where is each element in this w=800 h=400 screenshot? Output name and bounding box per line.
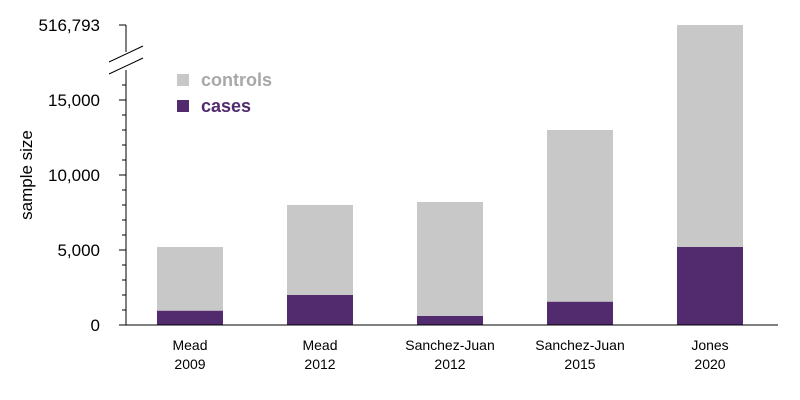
x-tick-label-3-line1: Sanchez-Juan bbox=[535, 337, 625, 353]
y-axis: 0 5,000 10,000 15,000 516,793 bbox=[39, 16, 144, 335]
y-tick-label-5000: 5,000 bbox=[57, 241, 100, 260]
x-tick-label-0-line2: 2009 bbox=[174, 356, 205, 372]
bar-controls-0 bbox=[157, 247, 223, 311]
legend-label-controls: controls bbox=[201, 70, 272, 90]
legend-swatch-cases bbox=[177, 100, 189, 112]
axis-break-mark-lower bbox=[108, 57, 144, 75]
axis-break-mark-upper bbox=[108, 45, 144, 63]
bar-cases-2 bbox=[417, 316, 483, 325]
bar-controls-1 bbox=[287, 205, 353, 295]
x-tick-label-3-line2: 2015 bbox=[564, 356, 595, 372]
y-tick-label-0: 0 bbox=[91, 316, 100, 335]
x-tick-label-1-line2: 2012 bbox=[304, 356, 335, 372]
bars-group bbox=[157, 25, 743, 325]
bar-controls-2 bbox=[417, 202, 483, 316]
y-tick-label-break-top: 516,793 bbox=[39, 16, 100, 35]
bar-controls-3 bbox=[547, 130, 613, 302]
y-axis-title: sample size bbox=[17, 130, 36, 220]
bar-cases-3 bbox=[547, 301, 613, 325]
y-tick-label-15000: 15,000 bbox=[48, 91, 100, 110]
x-axis: Mead 2009 Mead 2012 Sanchez-Juan 2012 Sanchez-… bbox=[126, 324, 778, 372]
x-tick-label-4-line1: Jones bbox=[691, 337, 728, 353]
bar-cases-0 bbox=[157, 310, 223, 325]
bar-controls-4 bbox=[677, 25, 743, 247]
x-tick-label-4-line2: 2020 bbox=[694, 356, 725, 372]
bar-cases-4 bbox=[677, 247, 743, 325]
x-tick-label-2-line1: Sanchez-Juan bbox=[405, 337, 495, 353]
x-tick-label-1-line1: Mead bbox=[302, 337, 337, 353]
x-tick-label-2-line2: 2012 bbox=[434, 356, 465, 372]
y-tick-label-10000: 10,000 bbox=[48, 166, 100, 185]
legend-label-cases: cases bbox=[201, 96, 251, 116]
legend: controls cases bbox=[177, 70, 272, 116]
bar-cases-1 bbox=[287, 295, 353, 325]
legend-swatch-controls bbox=[177, 74, 189, 86]
x-tick-label-0-line1: Mead bbox=[172, 337, 207, 353]
